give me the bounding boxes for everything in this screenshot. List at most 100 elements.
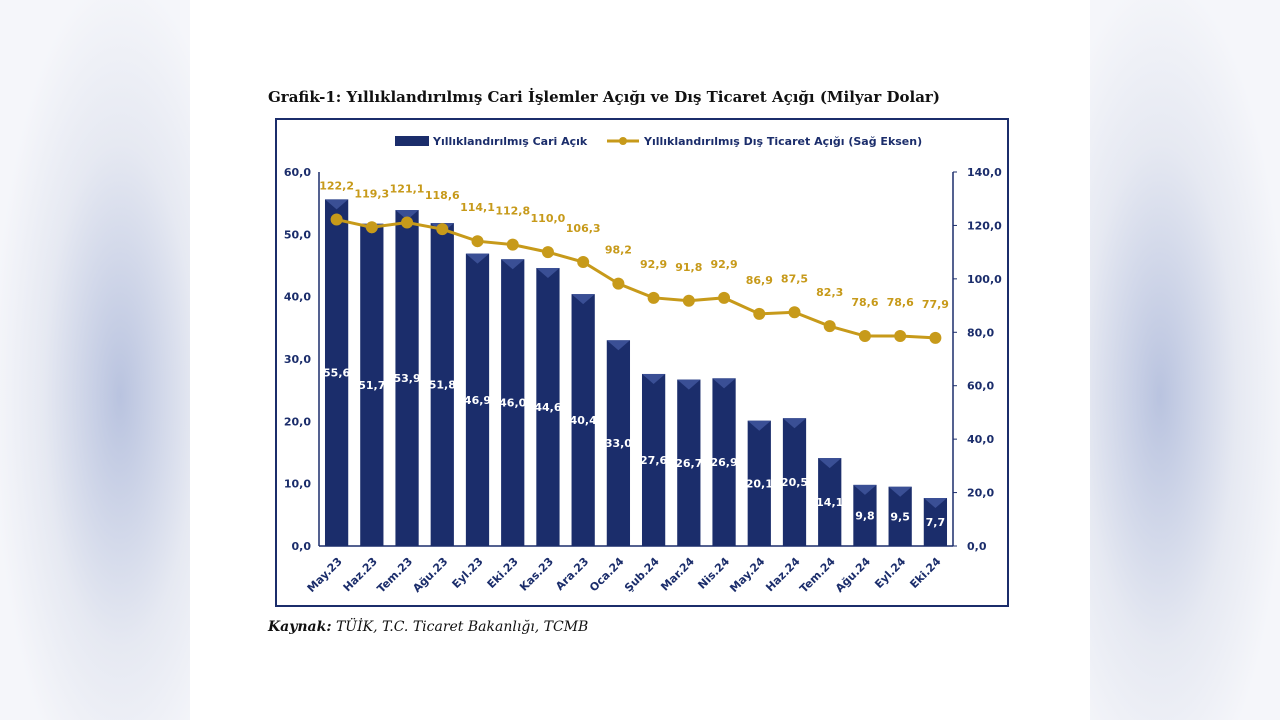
line-point	[577, 256, 590, 269]
x-axis-tick-label: Eyl.23	[450, 555, 486, 591]
x-axis-tick-label: May.23	[305, 555, 345, 595]
right-axis-tick-label: 0,0	[967, 540, 987, 553]
x-axis-tick-label: May.24	[727, 555, 767, 595]
bar-value-label: 51,7	[358, 379, 385, 392]
line-point	[894, 330, 907, 343]
chart-svg: Yıllıklandırılmış Cari Açık Yıllıklandır…	[284, 135, 1002, 596]
line-point	[823, 320, 836, 333]
line-point	[929, 331, 942, 344]
bar-value-label: 46,0	[499, 397, 526, 410]
line-value-label: 114,1	[460, 201, 495, 214]
bar	[818, 458, 842, 546]
bar	[606, 340, 631, 546]
x-axis-tick-label: Eyl.24	[872, 555, 908, 591]
x-axis-tick-label: Kas.23	[517, 555, 556, 594]
legend-line-label: Yıllıklandırılmış Dış Ticaret Açığı (Sağ…	[643, 135, 922, 148]
line-point	[541, 246, 554, 259]
line-value-label: 122,2	[319, 180, 354, 193]
bar	[641, 373, 666, 546]
right-axis-tick-label: 140,0	[967, 166, 1002, 179]
x-axis-tick-label: Tem.23	[375, 555, 416, 596]
source-text: TÜİK, T.C. Ticaret Bakanlığı, TCMB	[331, 619, 589, 635]
bar-value-label: 20,5	[781, 476, 808, 489]
legend-line-marker	[619, 137, 627, 145]
line-value-label: 119,3	[354, 187, 389, 200]
bar-bevel	[571, 294, 595, 305]
line-value-label: 92,9	[710, 258, 737, 271]
x-axis-tick-label: Ağu.24	[833, 555, 873, 595]
bar-bevel	[536, 267, 560, 278]
line-point	[788, 306, 801, 319]
line-value-label: 78,6	[851, 296, 878, 309]
right-axis-tick-label: 40,0	[967, 433, 994, 446]
bar	[430, 223, 454, 546]
bar	[324, 199, 349, 546]
bar	[501, 259, 525, 546]
line-point	[365, 221, 378, 234]
bar-value-label: 44,6	[534, 401, 561, 414]
line-value-label: 78,6	[887, 296, 914, 309]
background-left	[0, 0, 200, 720]
bar	[360, 223, 384, 546]
line-point	[471, 235, 484, 248]
bar-value-label: 20,1	[746, 477, 773, 490]
line-value-label: 98,2	[605, 244, 632, 257]
line-value-label: 121,1	[390, 182, 425, 195]
line-point	[612, 277, 625, 290]
left-axis-tick-label: 30,0	[284, 353, 311, 366]
line-value-label: 87,5	[781, 272, 808, 285]
bar	[888, 486, 912, 546]
line-path	[336, 218, 936, 340]
bar-bevel	[747, 420, 771, 431]
legend-bar-swatch	[395, 136, 429, 146]
line-point	[753, 307, 766, 320]
line-point	[330, 213, 343, 226]
bars	[324, 199, 948, 547]
x-axis-tick-label: Eki.23	[485, 555, 521, 591]
source-label: Kaynak:	[268, 619, 332, 635]
line-value-label: 92,9	[640, 258, 667, 271]
bar	[395, 210, 419, 547]
bar-bevel	[465, 253, 490, 264]
x-axis-tick-label: Mar.24	[658, 555, 697, 594]
line-value-label: 106,3	[566, 222, 601, 235]
x-axis-tick-label: Haz.23	[341, 555, 380, 594]
bar-value-label: 26,9	[710, 456, 737, 469]
bar	[923, 498, 948, 546]
bar	[677, 379, 701, 546]
x-axis-tick-label: Şub.24	[622, 555, 662, 595]
bar-bevel	[395, 210, 419, 221]
bar-bevel	[677, 379, 701, 390]
line-point	[647, 291, 660, 304]
left-axis-tick-label: 20,0	[284, 415, 311, 428]
legend: Yıllıklandırılmış Cari Açık Yıllıklandır…	[395, 135, 922, 148]
x-axis-tick-label: Eki.24	[907, 555, 943, 591]
x-axis-tick-label: Haz.24	[763, 555, 803, 595]
source-note: Kaynak: TÜİK, T.C. Ticaret Bakanlığı, TC…	[268, 619, 588, 635]
line-value-label: 91,8	[675, 261, 702, 274]
x-axis-tick-label: Oca.24	[587, 555, 627, 595]
bar-value-label: 14,1	[816, 496, 843, 509]
bar-value-label: 26,7	[675, 457, 702, 470]
bar-value-label: 53,9	[393, 372, 420, 385]
line-point	[401, 216, 414, 229]
right-axis-tick-label: 60,0	[967, 380, 994, 393]
chart-caption: Grafik-1: Yıllıklandırılmış Cari İşlemle…	[268, 88, 940, 106]
bar-bevel	[853, 484, 877, 495]
document-page: Grafik-1: Yıllıklandırılmış Cari İşlemle…	[190, 0, 1090, 720]
line-series	[330, 213, 942, 344]
bar-value-label: 33,0	[605, 437, 632, 450]
line-point	[506, 238, 519, 251]
bar-bevel	[923, 498, 948, 509]
legend-bar-label: Yıllıklandırılmış Cari Açık	[432, 135, 588, 148]
line-value-label: 110,0	[531, 212, 566, 225]
bar-bevel	[818, 458, 842, 469]
right-axis-tick-label: 80,0	[967, 326, 994, 339]
bar-bevel	[501, 259, 525, 270]
bar-bevel	[888, 486, 912, 497]
bar-value-label: 40,4	[570, 414, 597, 427]
bar-value-label: 51,8	[429, 379, 456, 392]
bar-bevel	[712, 378, 736, 389]
